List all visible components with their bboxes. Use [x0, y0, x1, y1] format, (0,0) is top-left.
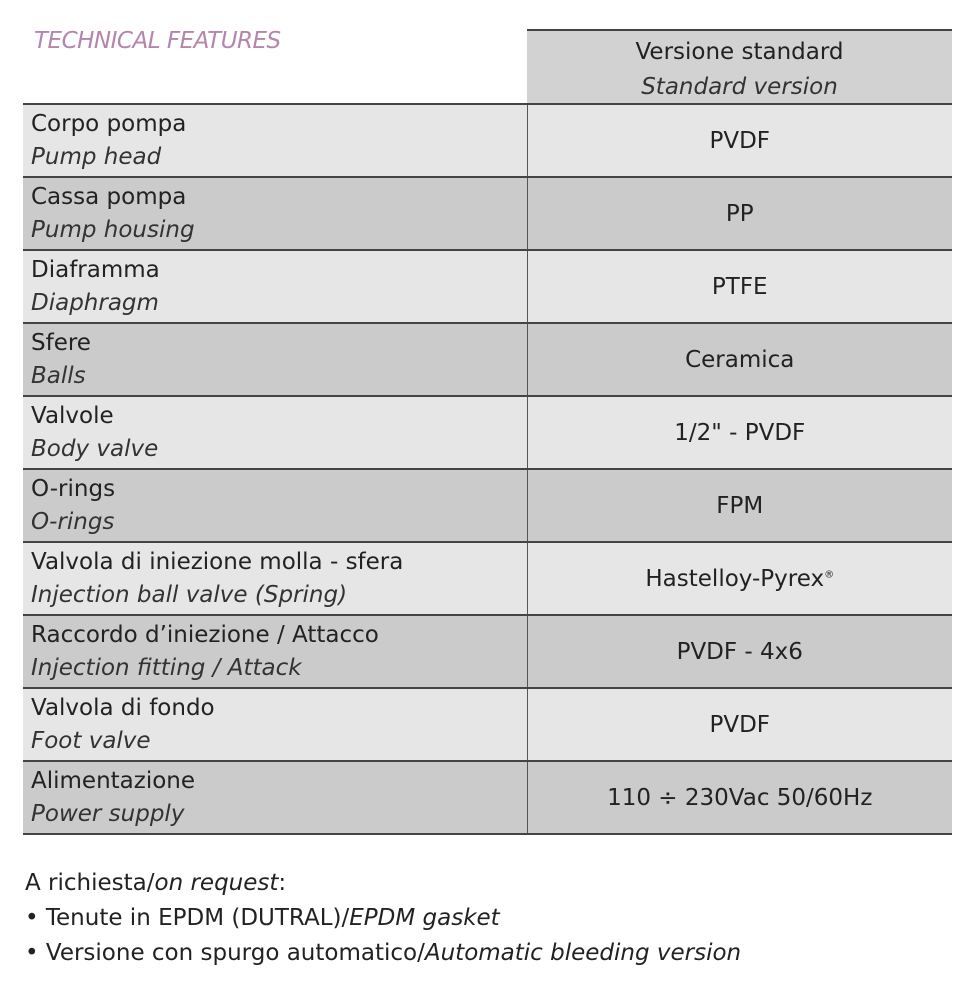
table-row: Raccordo d’iniezione / Attacco Injection …	[23, 614, 952, 688]
feature-label-en: O-rings	[31, 508, 115, 535]
feature-label-en: Injection ball valve (Spring)	[31, 581, 348, 608]
feature-value: PVDF	[527, 687, 952, 761]
feature-value: FPM	[527, 468, 952, 542]
feature-label: Raccordo d’iniezione / Attacco Injection …	[23, 614, 528, 688]
table-row: Corpo pompa Pump head PVDF	[23, 103, 952, 177]
feature-label-it: Valvola di iniezione molla - sfera	[31, 548, 404, 575]
note-item: • Versione con spurgo automatico/Automat…	[25, 936, 741, 971]
feature-value: Hastelloy-Pyrex®	[527, 541, 952, 615]
feature-label-it: Corpo pompa	[31, 110, 187, 137]
feature-label-it: O-rings	[31, 475, 116, 502]
feature-value-text: PVDF - 4x6	[676, 638, 803, 665]
table-row: Valvole Body valve 1/2" - PVDF	[23, 395, 952, 469]
feature-label: Alimentazione Power supply	[23, 760, 528, 835]
feature-label: O-rings O-rings	[23, 468, 528, 542]
table-row: Alimentazione Power supply 110 ÷ 230Vac 50…	[23, 760, 952, 835]
table-row: Valvola di iniezione molla - sfera Inject…	[23, 541, 952, 615]
note-item-it: • Tenute in EPDM (DUTRAL)/	[25, 905, 350, 931]
feature-value: PP	[527, 176, 952, 250]
feature-value: PVDF - 4x6	[527, 614, 952, 688]
feature-label-it: Diaframma	[31, 256, 160, 283]
feature-label-en: Pump head	[31, 143, 162, 170]
feature-value-text: PVDF	[709, 127, 771, 154]
feature-label-en: Pump housing	[31, 216, 195, 243]
feature-value-text: Hastelloy-Pyrex	[645, 565, 825, 592]
feature-label-it: Sfere	[31, 329, 91, 356]
feature-value-text: PVDF	[709, 711, 771, 738]
feature-label: Diaframma Diaphragm	[23, 249, 528, 323]
feature-value-text: Ceramica	[685, 346, 795, 373]
feature-value-text: PTFE	[711, 273, 768, 300]
table-row: Diaframma Diaphragm PTFE	[23, 249, 952, 323]
note-item-it: • Versione con spurgo automatico/	[25, 940, 425, 966]
feature-value: Ceramica	[527, 322, 952, 396]
feature-value-text: 1/2" - PVDF	[674, 419, 806, 446]
feature-value-text: 110 ÷ 230Vac 50/60Hz	[607, 784, 873, 811]
feature-label-en: Balls	[31, 362, 86, 389]
column-header-it: Versione standard	[635, 39, 844, 65]
column-header: Versione standard Standard version	[527, 29, 952, 104]
feature-label: Valvole Body valve	[23, 395, 528, 469]
table-row: O-rings O-rings FPM	[23, 468, 952, 542]
feature-value: 1/2" - PVDF	[527, 395, 952, 469]
feature-label-en: Body valve	[31, 435, 159, 462]
feature-value-text: FPM	[716, 492, 764, 519]
feature-label: Valvola di fondo Foot valve	[23, 687, 528, 761]
table-row: Valvola di fondo Foot valve PVDF	[23, 687, 952, 761]
table-row: Cassa pompa Pump housing PP	[23, 176, 952, 250]
feature-value: 110 ÷ 230Vac 50/60Hz	[527, 760, 952, 835]
column-header-en: Standard version	[641, 74, 838, 100]
note-item: • Tenute in EPDM (DUTRAL)/EPDM gasket	[25, 901, 741, 936]
feature-label: Corpo pompa Pump head	[23, 103, 528, 177]
feature-label-en: Foot valve	[31, 727, 151, 754]
notes-heading-it: A richiesta/	[25, 870, 155, 896]
note-item-en: EPDM gasket	[349, 905, 500, 931]
section-title: TECHNICAL FEATURES	[34, 28, 281, 54]
feature-label: Sfere Balls	[23, 322, 528, 396]
feature-label-it: Raccordo d’iniezione / Attacco	[31, 621, 379, 648]
registered-mark: ®	[824, 568, 835, 580]
feature-label: Cassa pompa Pump housing	[23, 176, 528, 250]
feature-label: Valvola di iniezione molla - sfera Inject…	[23, 541, 528, 615]
feature-label-it: Valvola di fondo	[31, 694, 215, 721]
feature-label-it: Alimentazione	[31, 767, 196, 794]
notes-heading: A richiesta/on request:	[25, 870, 287, 896]
notes: A richiesta/on request: • Tenute in EPDM…	[25, 866, 741, 971]
feature-label-it: Cassa pompa	[31, 183, 187, 210]
table-row: Sfere Balls Ceramica	[23, 322, 952, 396]
note-item-en: Automatic bleeding version	[424, 940, 742, 966]
features-table: Corpo pompa Pump head PVDF Cassa pompa Pump …	[23, 103, 952, 835]
notes-heading-en: on request	[154, 870, 279, 896]
feature-label-en: Power supply	[31, 800, 185, 827]
feature-label-en: Diaphragm	[31, 289, 159, 316]
feature-value: PTFE	[527, 249, 952, 323]
feature-value: PVDF	[527, 103, 952, 177]
feature-label-en: Injection fitting / Attack	[31, 654, 302, 681]
feature-label-it: Valvole	[31, 402, 114, 429]
feature-value-text: PP	[725, 200, 754, 227]
